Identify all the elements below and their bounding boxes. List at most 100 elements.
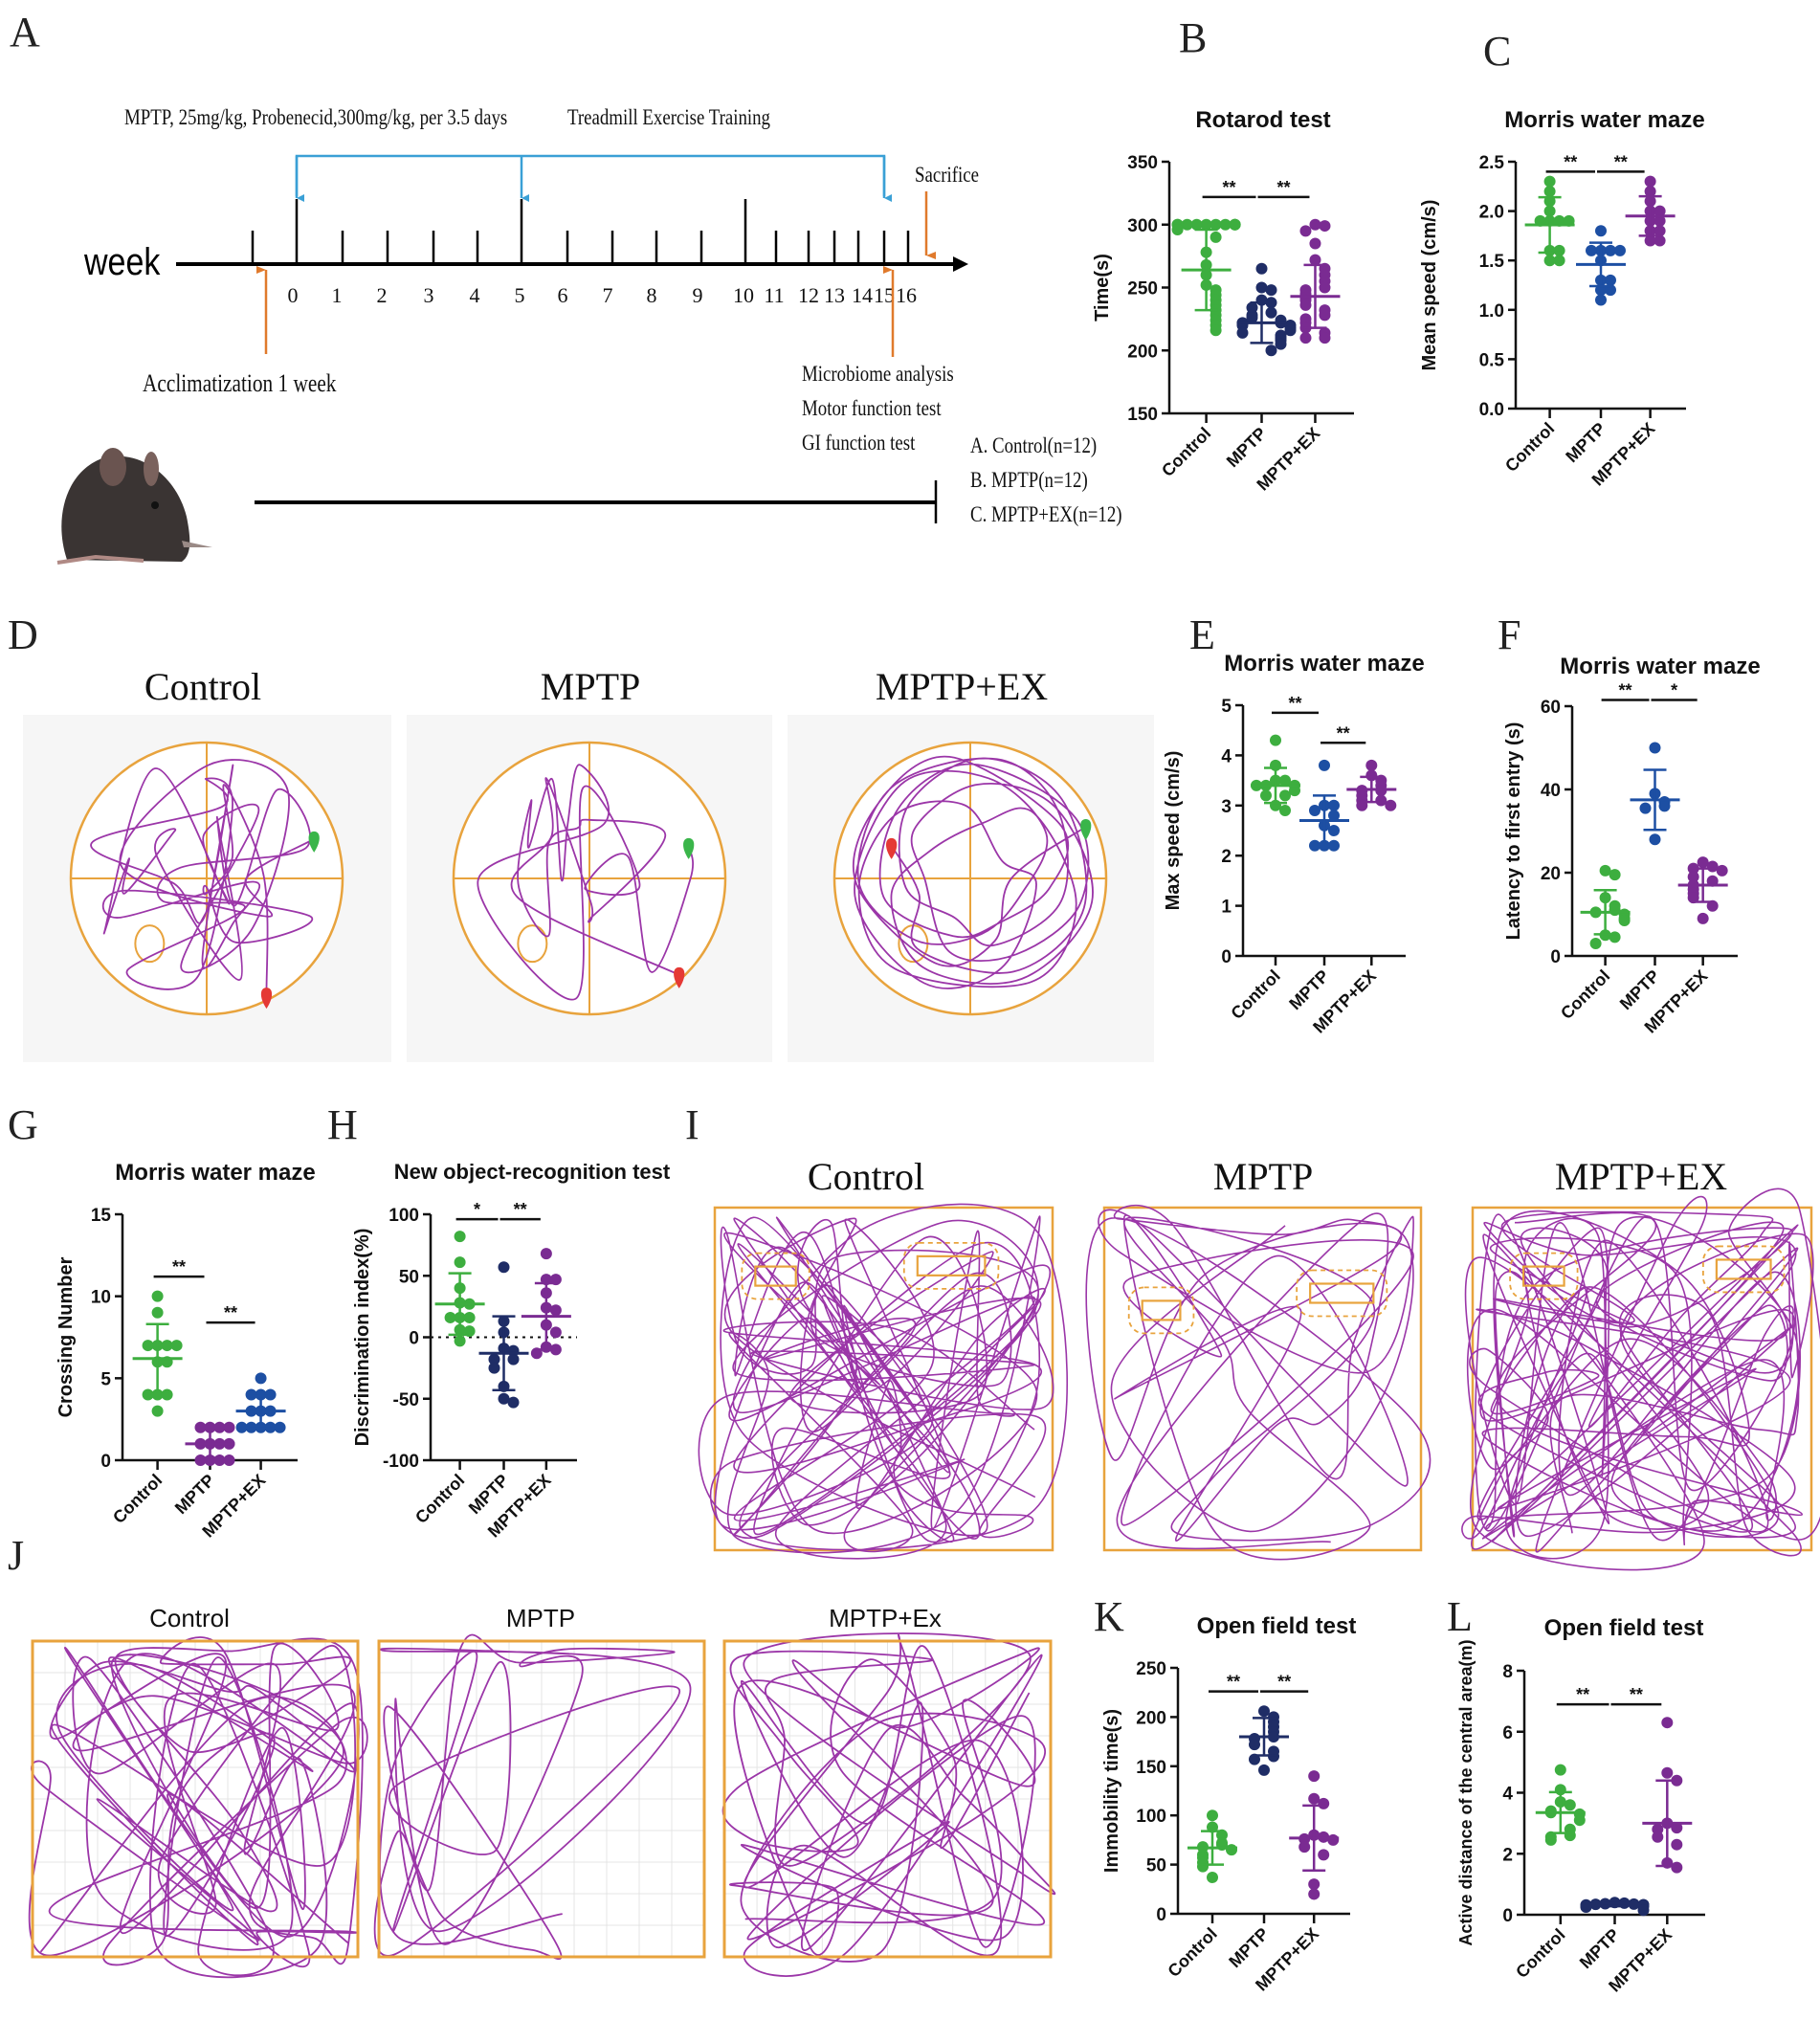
week-label: 14 [852, 283, 873, 307]
object-zone [902, 1241, 1000, 1290]
track-i-title-mptp-ex: MPTP+EX [1554, 1155, 1728, 1198]
y-tick-label: 10 [91, 1288, 111, 1308]
data-point [1661, 1717, 1674, 1729]
x-tick-label: MPTP [1223, 424, 1271, 472]
data-point [142, 1340, 154, 1352]
x-tick-label: MPTP [171, 1471, 219, 1519]
y-tick-label: 250 [1127, 279, 1158, 300]
track-j-title-mptp: MPTP [505, 1604, 576, 1632]
data-point [507, 1353, 520, 1365]
y-tick-label: 2 [1221, 847, 1232, 867]
series-mptp [1236, 262, 1297, 357]
data-point [1328, 810, 1340, 822]
end-marker-icon [886, 837, 898, 859]
track-d-title-mptp: MPTP [540, 665, 641, 708]
data-point [1258, 1705, 1270, 1718]
y-axis-label: Discrimination index(%) [352, 1229, 373, 1447]
y-tick-label: 350 [1127, 153, 1158, 173]
data-point [1197, 1860, 1209, 1873]
track-j-title-mptp-ex: MPTP+Ex [829, 1604, 942, 1632]
week-label: 11 [764, 283, 784, 307]
y-tick-label: 150 [1136, 1758, 1166, 1778]
chart-c-title: Morris water maze [1504, 107, 1705, 133]
series-mptp [1299, 759, 1349, 852]
data-point [1279, 774, 1291, 787]
data-point [255, 1421, 267, 1433]
data-point [1319, 281, 1331, 294]
series-mptp [1576, 225, 1626, 306]
data-point [1614, 244, 1626, 256]
data-point [1652, 1831, 1664, 1843]
data-point [1309, 254, 1321, 266]
arena-box [1471, 1206, 1813, 1552]
y-tick-label: 4 [1502, 1785, 1513, 1805]
data-point [1319, 759, 1330, 771]
data-point [507, 1396, 520, 1409]
y-axis-label: Crossing Number [55, 1256, 77, 1417]
y-tick-label: 5 [1221, 697, 1232, 717]
group-label-mptp-ex: C. MPTP+EX(n=12) [970, 502, 1122, 526]
data-point [1255, 262, 1268, 275]
data-point [1318, 1849, 1330, 1861]
chart-k-title: Open field test [1196, 1613, 1357, 1639]
data-point [194, 1421, 207, 1433]
data-point [1661, 1766, 1674, 1779]
data-point [223, 1454, 235, 1466]
training-text: Treadmill Exercise Training [567, 105, 770, 129]
data-point [1687, 871, 1699, 883]
week-label: 16 [896, 283, 917, 307]
series-mptp [1630, 742, 1680, 846]
data-point [1309, 218, 1321, 231]
data-point [1697, 856, 1709, 869]
y-tick-label: 2 [1502, 1845, 1513, 1865]
panel-letter-l: L [1447, 1593, 1473, 1640]
x-tick-label: Control [1227, 966, 1283, 1023]
test-label-motor: Motor function test [802, 396, 942, 420]
x-tick-label: Control [1512, 1925, 1568, 1982]
water-maze-track-control [23, 715, 391, 1062]
data-point [1299, 332, 1312, 344]
data-point [151, 1388, 164, 1401]
data-point [444, 1311, 456, 1323]
series-mptp-ex [521, 1248, 571, 1360]
significance-label: ** [1619, 680, 1632, 699]
significance-label: ** [1223, 178, 1236, 197]
y-tick-label: 1 [1221, 898, 1232, 918]
data-point [1595, 294, 1607, 306]
object-icon [916, 1254, 987, 1276]
data-point [1279, 789, 1291, 802]
open-field-track-mptp-ex [721, 1632, 1056, 1977]
data-point [1618, 915, 1631, 927]
significance-label: ** [1564, 152, 1577, 171]
data-point [454, 1335, 466, 1347]
data-point [1319, 309, 1331, 322]
data-point [1605, 244, 1616, 256]
data-point [1644, 175, 1656, 188]
platform-circle [517, 924, 548, 964]
panel-letter-h: H [327, 1101, 358, 1148]
object-zone [741, 1252, 810, 1300]
object-icon [1715, 1258, 1772, 1280]
series-mptp-ex [1290, 218, 1341, 344]
panel-letter-a: A [10, 9, 40, 55]
y-tick-label: 200 [1127, 342, 1158, 362]
y-tick-label: 15 [91, 1206, 112, 1226]
movement-path [698, 1203, 1068, 1560]
data-point [1554, 1764, 1566, 1776]
movement-path [1461, 1188, 1820, 1571]
week-label: 2 [377, 283, 388, 307]
y-tick-label: 60 [1541, 698, 1561, 718]
movement-path [721, 1632, 1056, 1977]
data-point [488, 1362, 500, 1374]
data-point [245, 1421, 257, 1433]
data-point [1654, 214, 1666, 227]
y-tick-label: 20 [1541, 864, 1561, 884]
data-point [1229, 218, 1241, 231]
data-point [454, 1231, 466, 1243]
data-point [488, 1353, 500, 1365]
data-point [142, 1388, 154, 1401]
week-label: 10 [733, 283, 754, 307]
data-point [1309, 237, 1321, 250]
chart-f: 0 20 40 60 Latency to first entry (s) Control… [1503, 680, 1738, 1037]
